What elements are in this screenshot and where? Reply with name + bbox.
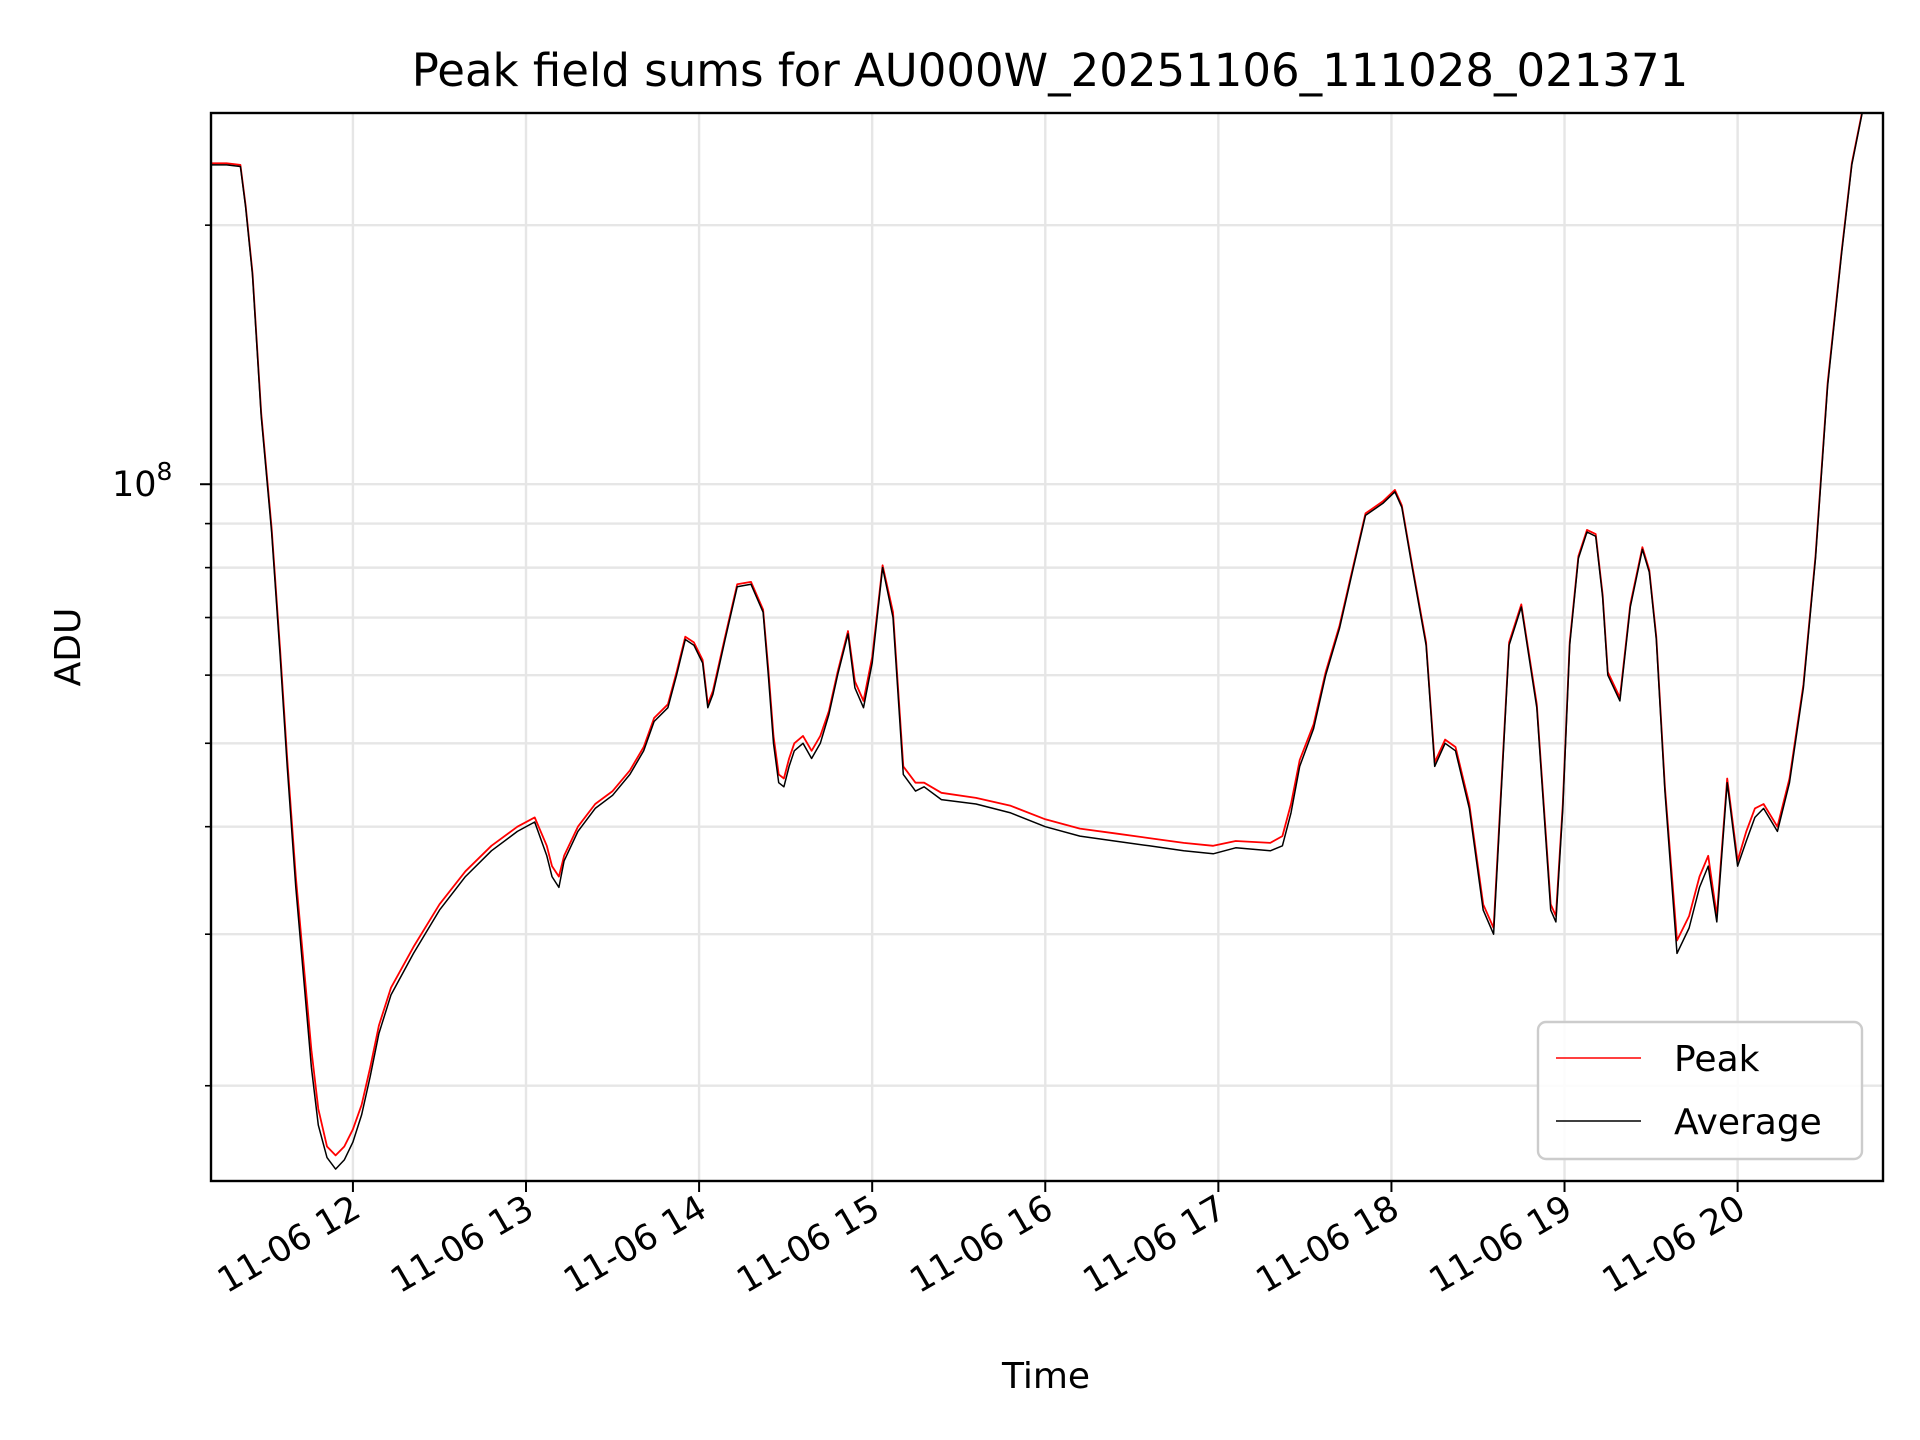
y-tick-label: 108 <box>112 457 172 505</box>
grid <box>211 113 1883 1181</box>
x-tick-label: 11-06 15 <box>730 1188 886 1301</box>
x-axis-label: Time <box>1001 1356 1090 1397</box>
x-tick-label: 11-06 20 <box>1596 1188 1752 1301</box>
x-tick-label: 11-06 18 <box>1250 1188 1406 1301</box>
x-tick-label: 11-06 19 <box>1423 1188 1579 1301</box>
y-tick-exponent: 8 <box>157 457 173 486</box>
legend-box <box>1536 1020 1864 1161</box>
series-line-peak <box>211 113 1863 1157</box>
legend-peak-label: Peak <box>1674 1039 1760 1080</box>
x-tick-label: 11-06 13 <box>384 1188 540 1301</box>
plot-frame <box>209 111 1885 1183</box>
series-layer <box>211 113 1863 1170</box>
x-tick-label: 11-06 16 <box>903 1188 1059 1301</box>
legend: Peak Average <box>1536 1020 1864 1161</box>
x-tick-label: 11-06 12 <box>211 1188 367 1301</box>
x-axis: 11-06 12 11-06 13 11-06 14 11-06 15 11-06 16… <box>211 1181 1752 1301</box>
series-line-average <box>211 113 1863 1170</box>
y-tick-base: 10 <box>112 465 157 505</box>
legend-average-label: Average <box>1674 1102 1822 1143</box>
y-axis-label: ADU <box>48 608 89 687</box>
y-axis: 108 <box>112 224 211 1087</box>
chart-title: Peak field sums for AU000W_20251106_1110… <box>412 44 1689 97</box>
x-tick-label: 11-06 17 <box>1077 1188 1233 1301</box>
x-tick-label: 11-06 14 <box>557 1188 713 1301</box>
